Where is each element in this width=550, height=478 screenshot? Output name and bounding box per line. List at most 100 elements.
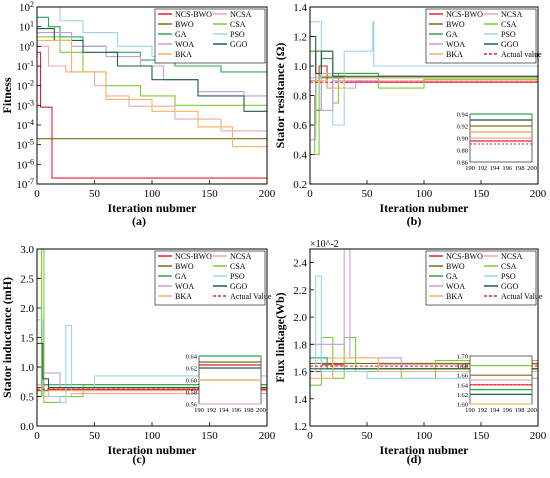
legend-label: PSO [230, 30, 245, 39]
tick-label: 50 [89, 430, 101, 442]
legend-label: NCSA [230, 10, 252, 19]
tick-label: 1.6 [293, 367, 307, 379]
legend-label: CSA [230, 20, 246, 29]
legend-label: WOA [175, 282, 194, 291]
inset-x-tick-label: 192 [207, 407, 217, 414]
tick-label: 100 [19, 39, 34, 53]
legend-label: GGO [501, 40, 519, 49]
tick-label: 3.0 [20, 244, 34, 256]
series-line [37, 39, 267, 155]
tick-label: 101 [19, 20, 34, 34]
tick-label: 100 [144, 188, 161, 200]
tick-label: 0 [307, 188, 313, 200]
tick-label: 2.5 [20, 274, 34, 286]
inset-y-tick-label: 0.88 [457, 148, 468, 155]
inset-x-tick-label: 190 [465, 165, 475, 172]
tick-label: 50 [362, 188, 374, 200]
tick-label: 10-4 [16, 118, 34, 132]
tick-label: 150 [201, 430, 218, 442]
inset-y-tick-label: 1.70 [457, 354, 468, 361]
inset-x-tick-label: 198 [244, 407, 254, 414]
tick-label: 10-6 [16, 157, 34, 171]
tick-label: 102 [19, 0, 34, 14]
inset-zoom: 0.86 0.88 0.90 0.92 0.94 190 192 194 196 198 200 [457, 112, 537, 173]
inset-x-tick-label: 200 [527, 407, 537, 414]
inset-y-tick-label: 1.60 [457, 402, 468, 409]
inset-x-tick-label: 190 [194, 407, 204, 414]
tick-label: 100 [416, 430, 433, 442]
inset-y-tick-label: 0.58 [186, 390, 197, 397]
tick-label: 1.0 [20, 362, 34, 374]
legend-box [154, 8, 266, 64]
series-line [310, 357, 538, 379]
legend-label: GA [175, 272, 187, 281]
legend-label: WOA [175, 40, 194, 49]
legend-label: BKA [175, 50, 192, 59]
legend-label: BWO [446, 20, 465, 29]
legend-label: GGO [230, 40, 248, 49]
tick-label: 200 [259, 188, 276, 200]
tick-label: 0 [34, 430, 40, 442]
legend-label: GA [446, 272, 458, 281]
legend-label: CSA [230, 262, 246, 271]
y-axis-label: Fitness [0, 77, 14, 113]
series-line [310, 72, 538, 156]
legend-box [154, 250, 266, 306]
panel-label: (c) [132, 452, 145, 466]
inset-y-tick-label: 0.94 [457, 112, 469, 119]
series-group [310, 21, 538, 156]
tick-label: 0.5 [20, 392, 34, 404]
legend-label: Actual value [501, 50, 542, 59]
inset-zoom: 1.60 1.62 1.64 1.66 1.68 1.70 190 192 194 196 198 2… [457, 354, 537, 415]
tick-label: 2.0 [20, 303, 34, 315]
x-axis-label: Iteration nubmer [380, 443, 470, 457]
inset-y-tick-label: 0.62 [186, 366, 197, 373]
y-axis-label: Stator inductance (mH) [0, 277, 14, 398]
tick-label: 0.8 [293, 91, 307, 103]
tick-label: 2.2 [293, 285, 307, 297]
series-line [310, 275, 538, 379]
inset-x-tick-label: 196 [502, 407, 513, 414]
legend-label: NCS-BWO [175, 10, 212, 19]
legend-box [425, 8, 537, 64]
legend-label: NCSA [501, 10, 523, 19]
tick-label: 100 [144, 430, 161, 442]
legend-label: WOA [446, 40, 465, 49]
legend-label: NCS-BWO [446, 252, 483, 261]
tick-label: 200 [530, 188, 547, 200]
tick-label: 0 [34, 188, 40, 200]
legend-label: BKA [446, 50, 463, 59]
x-axis-label: Iteration nubmer [380, 201, 470, 215]
legend-label: CSA [501, 262, 517, 271]
legend-label: BKA [446, 292, 463, 301]
legend-label: NCS-BWO [446, 10, 483, 19]
tick-label: 1.0 [293, 61, 307, 73]
tick-label: 200 [259, 430, 276, 442]
inset-x-tick-label: 198 [515, 407, 525, 414]
inset-y-tick-label: 1.62 [457, 392, 468, 399]
legend-label: GA [175, 30, 187, 39]
tick-label: 1.8 [293, 339, 307, 351]
inset-x-tick-label: 196 [231, 407, 242, 414]
legend-label: GA [446, 30, 458, 39]
series-line [310, 77, 538, 89]
legend-label: CSA [501, 20, 517, 29]
panel-label: (b) [407, 214, 422, 228]
inset-y-tick-label: 0.64 [186, 354, 198, 361]
inset-y-tick-label: 1.68 [457, 363, 468, 370]
series-line [310, 35, 538, 77]
tick-label: 0.6 [293, 120, 307, 132]
tick-label: 50 [362, 430, 374, 442]
inset-x-tick-label: 194 [490, 165, 501, 172]
inset-x-tick-label: 200 [256, 407, 266, 414]
inset-zoom: 0.56 0.58 0.60 0.62 0.64 190 192 194 196 198 200 [186, 354, 266, 415]
chart-panel-d: 0 50 100 150 200 1.2 1.4 1.6 1.8 2.0 2.2 2.4×10^-2 I… [273, 239, 547, 466]
inset-y-tick-label: 0.56 [186, 402, 198, 409]
tick-label: 1.2 [293, 421, 307, 433]
inset-x-tick-label: 198 [515, 165, 525, 172]
tick-label: 150 [473, 430, 490, 442]
tick-label: 0.2 [293, 179, 307, 191]
tick-label: 10-2 [16, 79, 34, 93]
tick-label: 1.4 [293, 2, 307, 14]
